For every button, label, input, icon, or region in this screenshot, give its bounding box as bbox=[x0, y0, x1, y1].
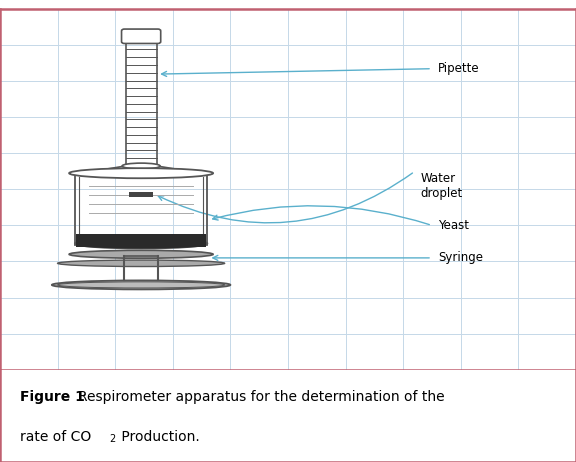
Text: rate of CO: rate of CO bbox=[20, 430, 92, 444]
Text: Figure 1: Figure 1 bbox=[20, 390, 90, 404]
Text: Yeast: Yeast bbox=[438, 219, 469, 232]
FancyBboxPatch shape bbox=[122, 29, 161, 43]
Text: Water
droplet: Water droplet bbox=[420, 172, 463, 200]
Text: Respirometer apparatus for the determination of the: Respirometer apparatus for the determina… bbox=[78, 390, 445, 404]
FancyBboxPatch shape bbox=[76, 235, 206, 247]
Ellipse shape bbox=[52, 280, 230, 289]
Ellipse shape bbox=[77, 169, 205, 177]
Ellipse shape bbox=[76, 242, 206, 249]
Text: Pipette: Pipette bbox=[438, 62, 479, 75]
Ellipse shape bbox=[75, 238, 207, 249]
Ellipse shape bbox=[58, 260, 225, 267]
Ellipse shape bbox=[69, 250, 213, 258]
Text: Production.: Production. bbox=[117, 430, 200, 444]
Ellipse shape bbox=[69, 168, 213, 178]
Text: 2: 2 bbox=[109, 434, 115, 444]
Ellipse shape bbox=[122, 163, 160, 169]
FancyBboxPatch shape bbox=[129, 192, 153, 197]
Text: Syringe: Syringe bbox=[438, 251, 483, 264]
